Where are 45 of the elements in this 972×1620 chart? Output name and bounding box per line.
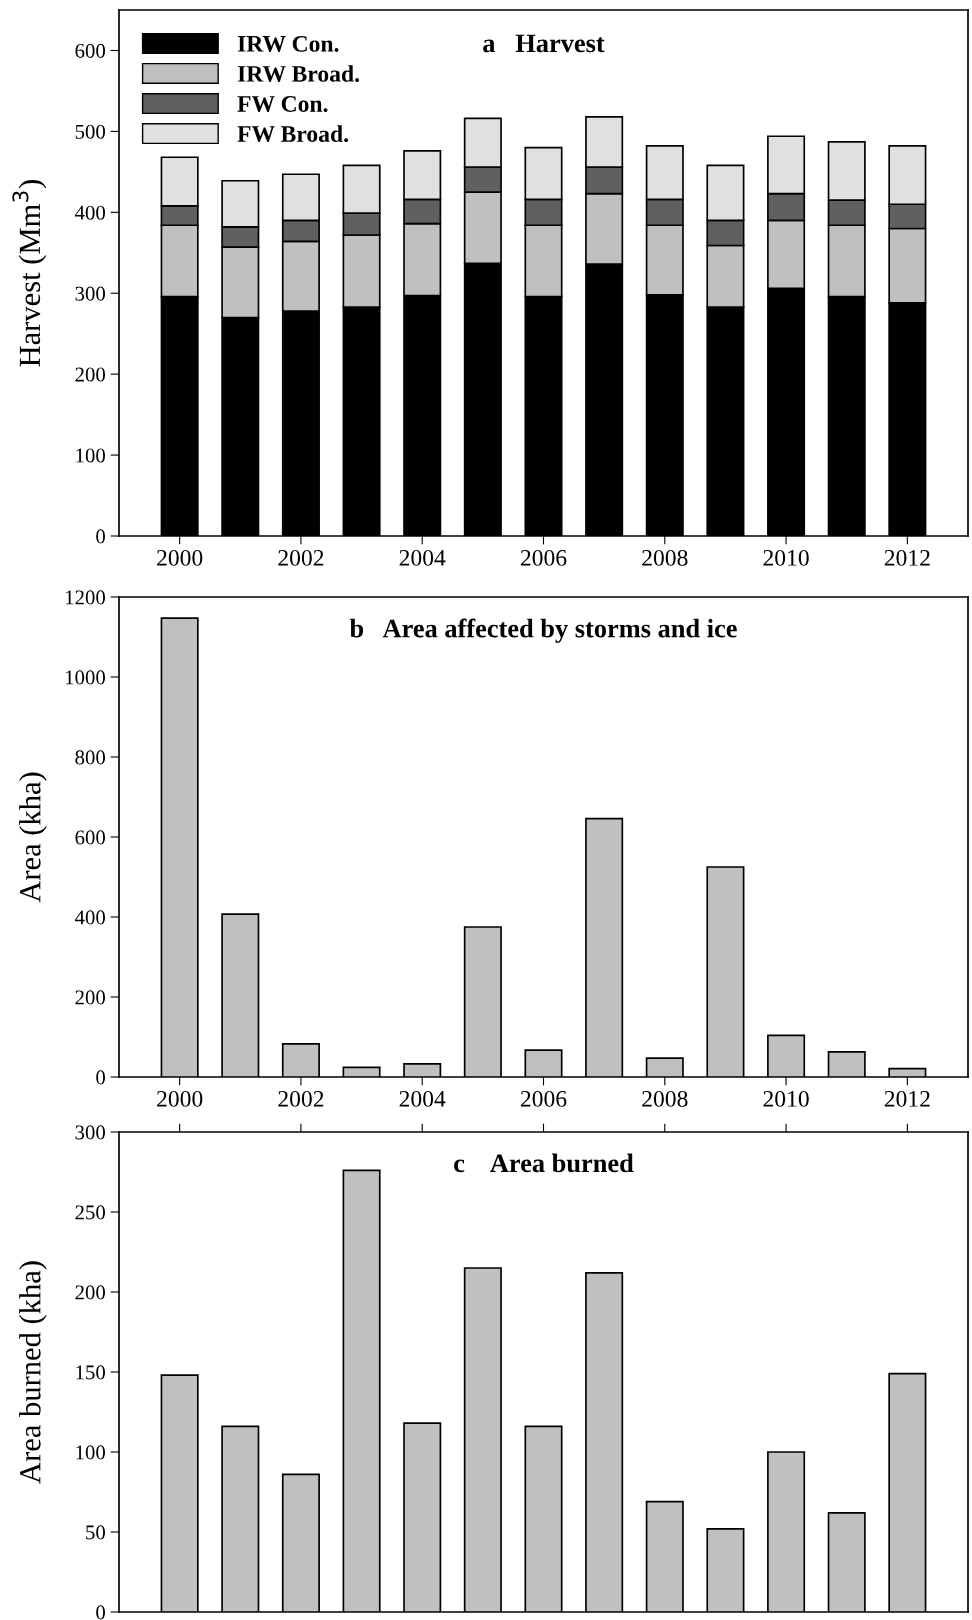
- x-tick-label: 2006: [520, 1090, 567, 1107]
- legend-label: FW Con.: [237, 96, 328, 113]
- x-tick-label: 2002: [278, 1090, 324, 1107]
- y-axis-title: Area (kha): [19, 772, 47, 903]
- text: a Harvest: [483, 34, 605, 53]
- x-tick-label: 2012: [884, 1090, 930, 1107]
- y-tick-label: 200: [75, 367, 106, 382]
- x-tick-label: 2008: [642, 549, 688, 566]
- y-tick-label: 250: [75, 1205, 106, 1220]
- y-tick-label: 1000: [65, 670, 106, 685]
- y-tick-label: 200: [75, 990, 106, 1005]
- x-tick-label: 2012: [884, 549, 930, 566]
- x-tick-label: 2010: [763, 1090, 809, 1107]
- legend-label: IRW Con.: [237, 35, 339, 52]
- x-tick-label: 2008: [642, 1090, 688, 1107]
- x-tick-label: 2004: [399, 1090, 446, 1107]
- y-axis-title: Area burned (kha): [19, 1261, 47, 1484]
- y-tick-label: 300: [75, 1125, 106, 1140]
- x-tick-label: 2000: [157, 549, 203, 566]
- y-tick-label: 100: [76, 1445, 106, 1460]
- y-tick-label: 200: [75, 1285, 106, 1300]
- y-tick-label: 300: [75, 286, 106, 301]
- x-tick-label: 2010: [763, 549, 809, 566]
- y-tick-label: 0: [96, 529, 106, 544]
- y-tick-label: 1200: [65, 590, 106, 605]
- y-tick-label: 600: [75, 830, 106, 845]
- y-axis-title: Harvest (Mm$^{3}$): [12, 180, 47, 367]
- y-tick-label: 50: [86, 1525, 106, 1540]
- y-tick-label: 800: [75, 750, 106, 765]
- legend-label: FW Broad.: [237, 125, 348, 143]
- x-tick-label: 2000: [157, 1090, 203, 1107]
- y-tick-label: 500: [75, 124, 106, 139]
- y-tick-label: 0: [96, 1070, 106, 1085]
- x-tick-label: 2006: [520, 549, 567, 566]
- y-tick-label: 150: [76, 1365, 106, 1380]
- y-tick-label: 400: [74, 205, 106, 220]
- y-tick-label: 100: [76, 448, 106, 463]
- y-tick-label: 0: [96, 1605, 106, 1620]
- x-tick-label: 2004: [399, 549, 446, 566]
- y-tick-label: 600: [75, 43, 106, 58]
- x-tick-label: 2002: [278, 549, 324, 566]
- text: c Area burned: [454, 1153, 634, 1173]
- text: b Area affected by storms and ice: [349, 618, 737, 643]
- y-tick-label: 400: [74, 910, 106, 925]
- legend-label: IRW Broad.: [237, 65, 359, 82]
